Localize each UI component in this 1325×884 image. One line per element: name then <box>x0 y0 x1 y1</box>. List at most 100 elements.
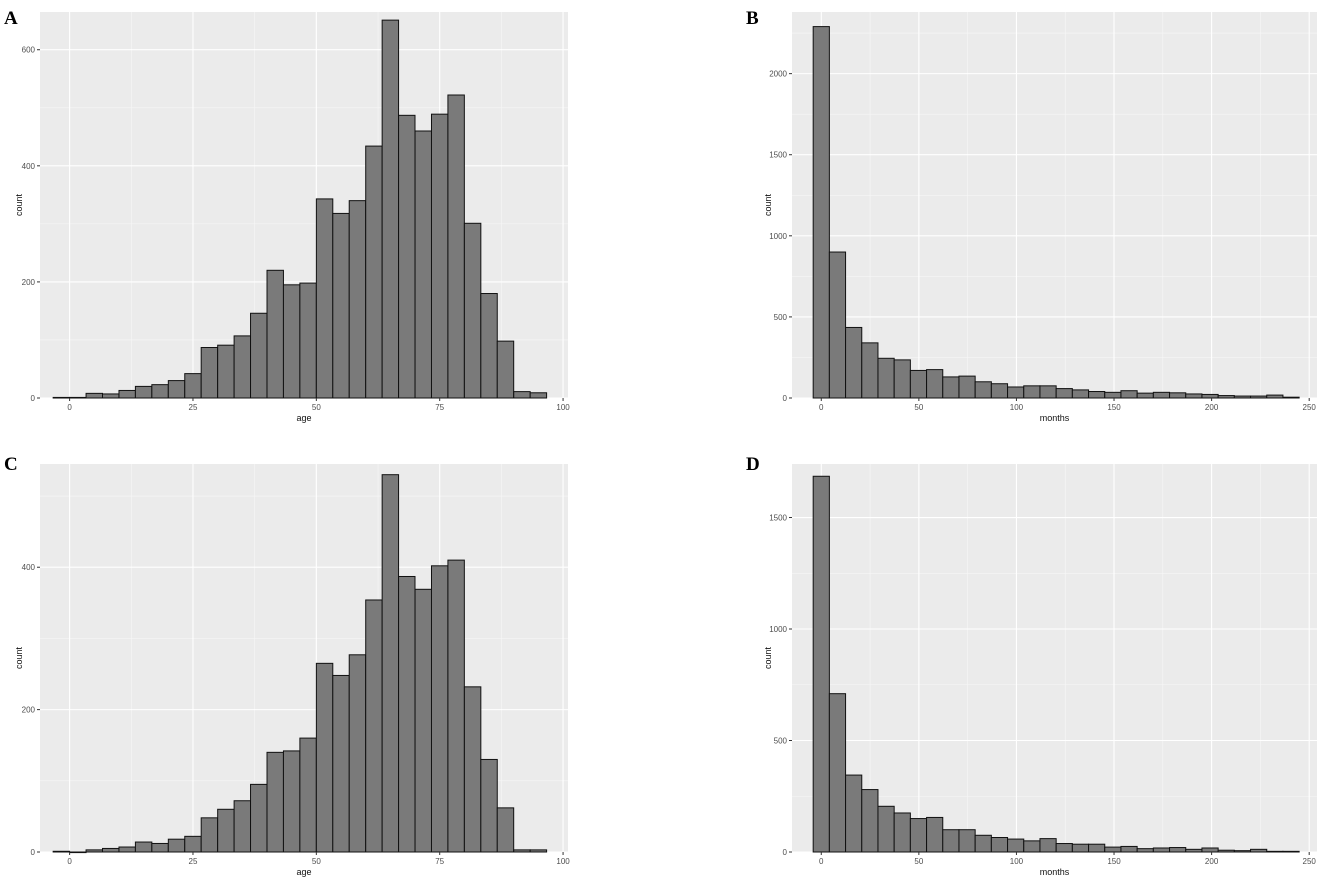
histogram-bar <box>348 200 367 399</box>
plot-background <box>792 464 1317 852</box>
y-axis-title: count <box>763 193 773 216</box>
panel-b: 0 50 100 150 200 250 0 500 1000 1500 2000 months cou… <box>746 8 1317 423</box>
histogram-bar <box>299 737 317 853</box>
x-axis-title: age <box>296 867 311 877</box>
histogram-bar <box>480 293 498 399</box>
y-axis-title: count <box>763 646 773 669</box>
x-tick-label: 50 <box>914 403 923 412</box>
histogram-bar <box>828 251 847 399</box>
histogram-bar <box>480 758 498 853</box>
x-tick-label: 75 <box>435 857 444 866</box>
x-tick-label: 25 <box>189 857 198 866</box>
histogram-bar <box>909 818 928 853</box>
y-tick-label: 400 <box>22 563 36 572</box>
histogram-bar <box>893 812 911 853</box>
x-tick-label: 200 <box>1205 857 1219 866</box>
histogram-bar <box>845 774 863 853</box>
histogram-bar <box>1185 393 1203 399</box>
histogram-bar <box>282 284 301 399</box>
x-tick-label: 0 <box>67 403 72 412</box>
x-tick-label: 50 <box>312 857 321 866</box>
histogram-bar <box>877 357 895 399</box>
y-tick-label: 0 <box>783 394 788 403</box>
x-tick-label: 100 <box>1010 403 1024 412</box>
y-axis-title: count <box>14 193 24 216</box>
histogram-bar <box>1104 846 1122 853</box>
panel-label: A <box>4 8 18 29</box>
histogram-bar <box>217 344 235 399</box>
x-axis-title: age <box>296 413 311 423</box>
histogram-bar <box>1266 394 1284 399</box>
histogram-bar <box>926 369 944 399</box>
x-tick-label: 150 <box>1107 857 1121 866</box>
x-axis-title: months <box>1040 413 1070 423</box>
panel-a: 0 25 50 75 100 0 200 400 600 age count A <box>4 8 570 423</box>
histogram-bar <box>200 347 219 399</box>
x-tick-label: 50 <box>312 403 321 412</box>
histogram-bar <box>365 145 383 399</box>
histogram-bar <box>1201 393 1219 399</box>
histogram-bar <box>1217 395 1235 399</box>
histogram-bar <box>1233 395 1252 399</box>
histogram-bar <box>266 269 284 399</box>
x-tick-label: 200 <box>1205 403 1219 412</box>
histogram-bar <box>101 393 120 399</box>
histogram-bar <box>926 816 944 853</box>
histogram-bar <box>348 654 367 853</box>
x-tick-label: 25 <box>189 403 198 412</box>
histogram-bar <box>250 783 268 853</box>
panel-label: B <box>746 8 759 29</box>
histogram-bar <box>85 392 103 399</box>
histogram-bar <box>151 384 169 399</box>
histogram-bar <box>447 559 465 853</box>
histogram-bar <box>496 340 515 399</box>
histogram-bar <box>1282 396 1300 399</box>
histogram-bar <box>529 849 548 853</box>
x-tick-label: 0 <box>819 857 824 866</box>
y-tick-label: 1000 <box>769 625 787 634</box>
y-tick-label: 1500 <box>769 514 787 523</box>
histogram-bar <box>812 26 830 399</box>
histogram-bar <box>513 391 531 399</box>
panel-d: 0 50 100 150 200 250 0 500 1000 1500 months count D <box>746 454 1317 877</box>
histogram-bar <box>315 662 334 853</box>
histogram-bar <box>184 373 202 399</box>
histogram-bar <box>529 392 548 399</box>
panel-label: C <box>4 454 18 475</box>
y-tick-label: 500 <box>774 737 788 746</box>
histogram-bar <box>381 19 400 399</box>
histogram-bar <box>1169 847 1187 853</box>
histogram-bar <box>101 847 120 853</box>
x-tick-label: 75 <box>435 403 444 412</box>
histogram-bar <box>184 835 202 853</box>
histogram-bar <box>1104 391 1122 399</box>
histogram-bar <box>332 674 350 853</box>
histogram-bar <box>315 198 334 399</box>
histogram-bar <box>990 837 1009 853</box>
histogram-bar <box>1023 840 1041 853</box>
histogram-bar <box>942 376 960 399</box>
histogram-bar <box>1266 850 1284 853</box>
histogram-bar <box>414 588 432 853</box>
histogram-bar <box>233 335 252 399</box>
histogram-bar <box>1088 843 1106 853</box>
x-axis-title: months <box>1040 867 1070 877</box>
x-tick-label: 0 <box>67 857 72 866</box>
histogram-bar <box>877 805 895 853</box>
y-tick-label: 500 <box>774 313 788 322</box>
histogram-bar <box>1007 838 1025 853</box>
x-tick-label: 100 <box>556 403 570 412</box>
histogram-bar <box>414 130 432 399</box>
y-tick-label: 0 <box>31 394 36 403</box>
histogram-bar <box>974 381 992 399</box>
histogram-bar <box>332 212 350 399</box>
histogram-bar <box>299 282 317 399</box>
y-tick-label: 400 <box>22 162 36 171</box>
histogram-bar <box>861 342 879 399</box>
histogram-bar <box>1282 850 1300 853</box>
x-tick-label: 50 <box>914 857 923 866</box>
histogram-bar <box>118 846 136 853</box>
histogram-bar <box>200 817 219 853</box>
histogram-bar <box>1217 849 1235 853</box>
